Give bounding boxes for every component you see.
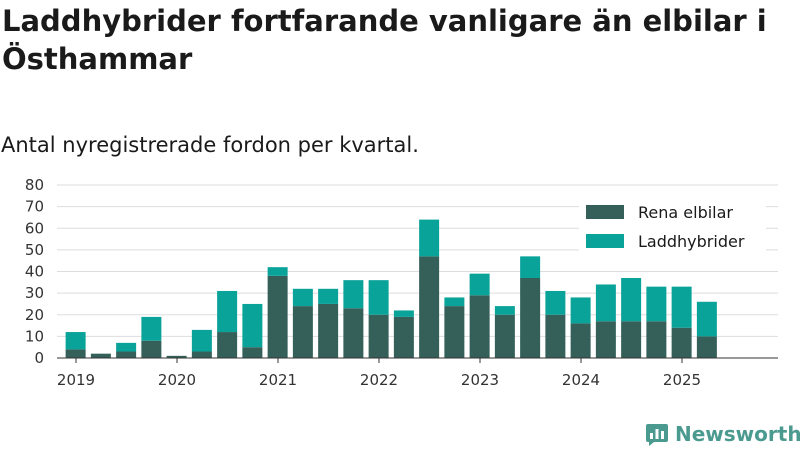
bar-rena-elbilar <box>696 336 717 358</box>
bar-rena-elbilar <box>621 321 642 358</box>
bar-rena-elbilar <box>318 303 339 358</box>
bar-rena-elbilar <box>494 314 515 358</box>
bar-laddhybrider <box>520 256 541 278</box>
y-tick-label: 40 <box>25 263 44 281</box>
x-tick-label: 2020 <box>158 371 196 389</box>
bar-rena-elbilar <box>166 355 187 358</box>
bar-laddhybrider <box>141 316 162 341</box>
bar-laddhybrider <box>419 219 440 257</box>
newsworthy-logo-icon <box>646 424 668 446</box>
x-tick-label: 2019 <box>57 371 95 389</box>
bar-rena-elbilar <box>343 308 364 358</box>
x-tick-label: 2022 <box>360 371 398 389</box>
legend-swatch-rena-elbilar <box>586 205 624 219</box>
bar-laddhybrider <box>242 303 263 348</box>
bar-rena-elbilar <box>368 314 389 358</box>
legend-label: Laddhybrider <box>638 232 745 251</box>
bar-rena-elbilar <box>469 295 490 358</box>
bar-rena-elbilar <box>217 332 238 358</box>
bar-rena-elbilar <box>444 306 465 358</box>
bar-laddhybrider <box>191 329 212 352</box>
x-tick-label: 2024 <box>562 371 600 389</box>
chart-axes: 0 10 20 30 40 50 60 70 80 2019 2020 2021 2022 2023 202… <box>25 176 778 389</box>
x-tick-label: 2025 <box>663 371 701 389</box>
bar-rena-elbilar <box>393 316 414 358</box>
bar-rena-elbilar <box>520 277 541 358</box>
bar-laddhybrider <box>116 342 137 352</box>
bar-rena-elbilar <box>646 321 667 358</box>
bar-rena-elbilar <box>419 256 440 358</box>
bar-laddhybrider <box>292 288 313 307</box>
chart-title: Laddhybrider fortfarande vanligare än el… <box>2 4 767 76</box>
bar-laddhybrider <box>217 290 238 333</box>
chart-subtitle: Antal nyregistrerade fordon per kvartal. <box>1 133 419 157</box>
legend-swatch-laddhybrider <box>586 234 624 248</box>
bar-laddhybrider <box>621 277 642 322</box>
y-tick-label: 50 <box>25 241 44 259</box>
bar-rena-elbilar <box>191 351 212 358</box>
bar-rena-elbilar <box>545 314 566 358</box>
bar-laddhybrider <box>65 332 86 350</box>
bar-laddhybrider <box>646 286 667 322</box>
chart-bars <box>65 219 717 358</box>
bar-rena-elbilar <box>141 340 162 358</box>
y-tick-label: 0 <box>34 349 44 367</box>
bar-laddhybrider <box>570 297 591 324</box>
bar-laddhybrider <box>393 310 414 317</box>
chart-legend: Rena elbilar Laddhybrider <box>579 198 766 258</box>
bar-laddhybrider <box>545 290 566 315</box>
bar-laddhybrider <box>671 286 692 328</box>
bar-rena-elbilar <box>671 327 692 358</box>
bar-laddhybrider <box>494 306 515 315</box>
y-tick-label: 20 <box>25 306 44 324</box>
bar-rena-elbilar <box>570 323 591 358</box>
x-tick-label: 2021 <box>259 371 297 389</box>
newsworthy-brand: Newsworthy <box>645 420 800 448</box>
bar-laddhybrider <box>368 280 389 315</box>
bar-rena-elbilar <box>595 321 616 358</box>
bar-laddhybrider <box>267 267 288 276</box>
bar-laddhybrider <box>696 301 717 337</box>
y-tick-label: 30 <box>25 284 44 302</box>
bar-laddhybrider <box>318 288 339 304</box>
bar-rena-elbilar <box>267 275 288 358</box>
bar-rena-elbilar <box>242 347 263 358</box>
bar-laddhybrider <box>343 280 364 309</box>
y-tick-label: 80 <box>25 176 44 194</box>
x-tick-label: 2023 <box>461 371 499 389</box>
bar-rena-elbilar <box>116 351 137 358</box>
bar-laddhybrider <box>444 297 465 307</box>
bar-rena-elbilar <box>65 349 86 358</box>
bar-rena-elbilar <box>292 306 313 358</box>
brand-name: Newsworthy <box>675 422 800 446</box>
bar-chart: 0 10 20 30 40 50 60 70 80 2019 2020 2021 2022 2023 202… <box>25 176 778 389</box>
y-tick-label: 10 <box>25 327 44 345</box>
bar-rena-elbilar <box>90 353 111 358</box>
y-tick-label: 60 <box>25 219 44 237</box>
bar-laddhybrider <box>469 273 490 296</box>
bar-laddhybrider <box>595 284 616 322</box>
y-tick-label: 70 <box>25 198 44 216</box>
legend-label: Rena elbilar <box>638 203 733 222</box>
